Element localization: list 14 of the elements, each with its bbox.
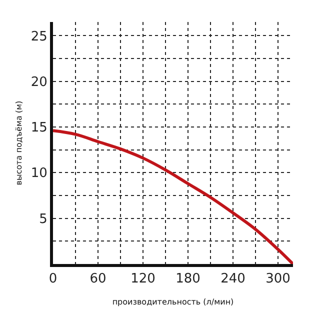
x-axis-title: производительность (л/мин) (112, 298, 234, 307)
y-tick-label: 25 (30, 29, 48, 44)
x-tick-label: 240 (220, 272, 246, 287)
y-tick-label: 15 (30, 120, 48, 136)
x-tick-label: 300 (266, 272, 290, 287)
y-axis-title: высота подъёма (м) (14, 100, 24, 186)
x-tick-label: 0 (48, 272, 58, 287)
y-tick-label: 20 (30, 74, 48, 90)
y-tick-label: 10 (30, 166, 48, 182)
x-tick-label: 120 (130, 272, 156, 287)
line-series (53, 129, 293, 264)
x-tick-label: 60 (90, 272, 106, 287)
y-tick-label: 5 (39, 212, 48, 227)
x-tick-label: 180 (176, 272, 200, 287)
